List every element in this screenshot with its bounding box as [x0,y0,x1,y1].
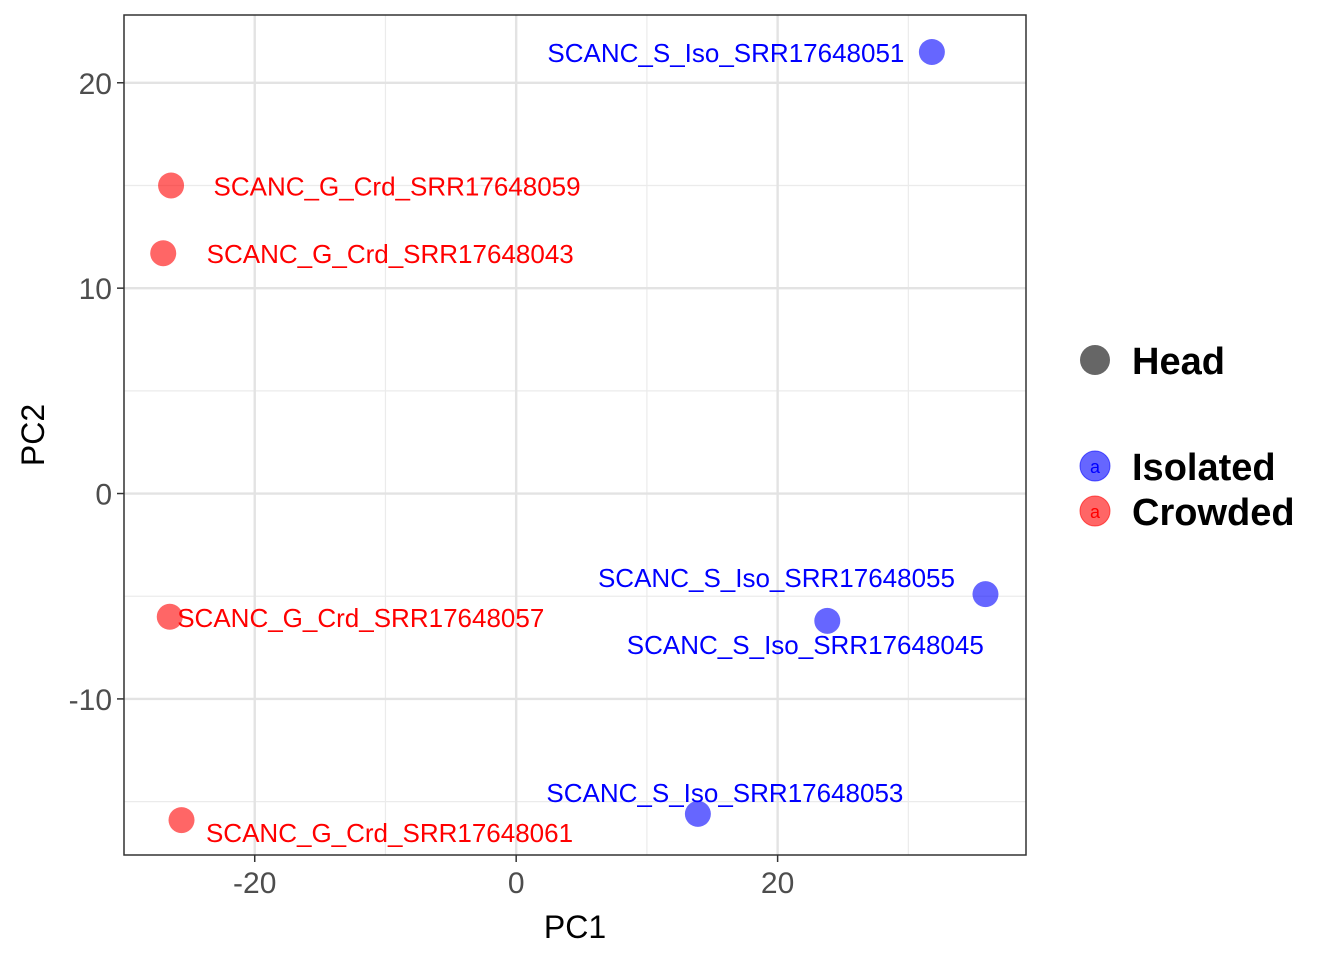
legend-label-crowded: Crowded [1132,492,1295,534]
point-label-crowded: SCANC_G_Crd_SRR17648057 [177,603,544,633]
data-point-crowded [150,240,177,267]
y-axis-title: PC2 [15,404,51,466]
y-tick-label: -10 [69,684,112,717]
legend-key-glyph: a [1090,502,1101,522]
point-labels: SCANC_S_Iso_SRR17648051 SCANC_S_Iso_SRR17… [177,38,984,848]
point-label-isolated: SCANC_S_Iso_SRR17648045 [627,630,984,660]
major-gridlines [124,15,1026,855]
point-label-isolated: SCANC_S_Iso_SRR17648051 [547,38,904,68]
x-tick-label: 20 [761,867,794,900]
x-tick-label: 0 [508,867,525,900]
point-label-crowded: SCANC_G_Crd_SRR17648061 [206,818,573,848]
legend-head-key [1080,345,1110,375]
legend-label-isolated: Isolated [1132,447,1276,489]
legend-key-isolated [1079,450,1111,482]
y-tick-label: 10 [79,273,112,306]
legend-key-glyph: a [1090,457,1101,477]
data-points [150,38,999,834]
point-label-crowded: SCANC_G_Crd_SRR17648043 [207,239,574,269]
y-axis: -10 0 10 20 [69,68,124,717]
x-axis: -20 0 20 [233,855,794,900]
y-tick-label: 0 [95,479,112,512]
data-point-isolated [918,38,945,65]
data-point-crowded [158,172,185,199]
panel-border [123,14,1027,856]
legend-key-crowded [1079,495,1111,527]
point-label-isolated: SCANC_S_Iso_SRR17648053 [546,778,903,808]
data-point-crowded [168,807,195,834]
data-point-isolated [814,607,841,634]
data-point-isolated [684,800,711,827]
point-label-crowded: SCANC_G_Crd_SRR17648059 [214,171,581,201]
legend-head-label: Head [1132,341,1225,383]
data-point-crowded [156,603,183,630]
legend: Head a Isolated a Crowded [1079,341,1295,534]
data-point-isolated [972,581,999,608]
y-tick-label: 20 [79,68,112,101]
x-axis-title: PC1 [544,909,606,945]
point-label-isolated: SCANC_S_Iso_SRR17648055 [598,563,955,593]
x-tick-label: -20 [233,867,276,900]
